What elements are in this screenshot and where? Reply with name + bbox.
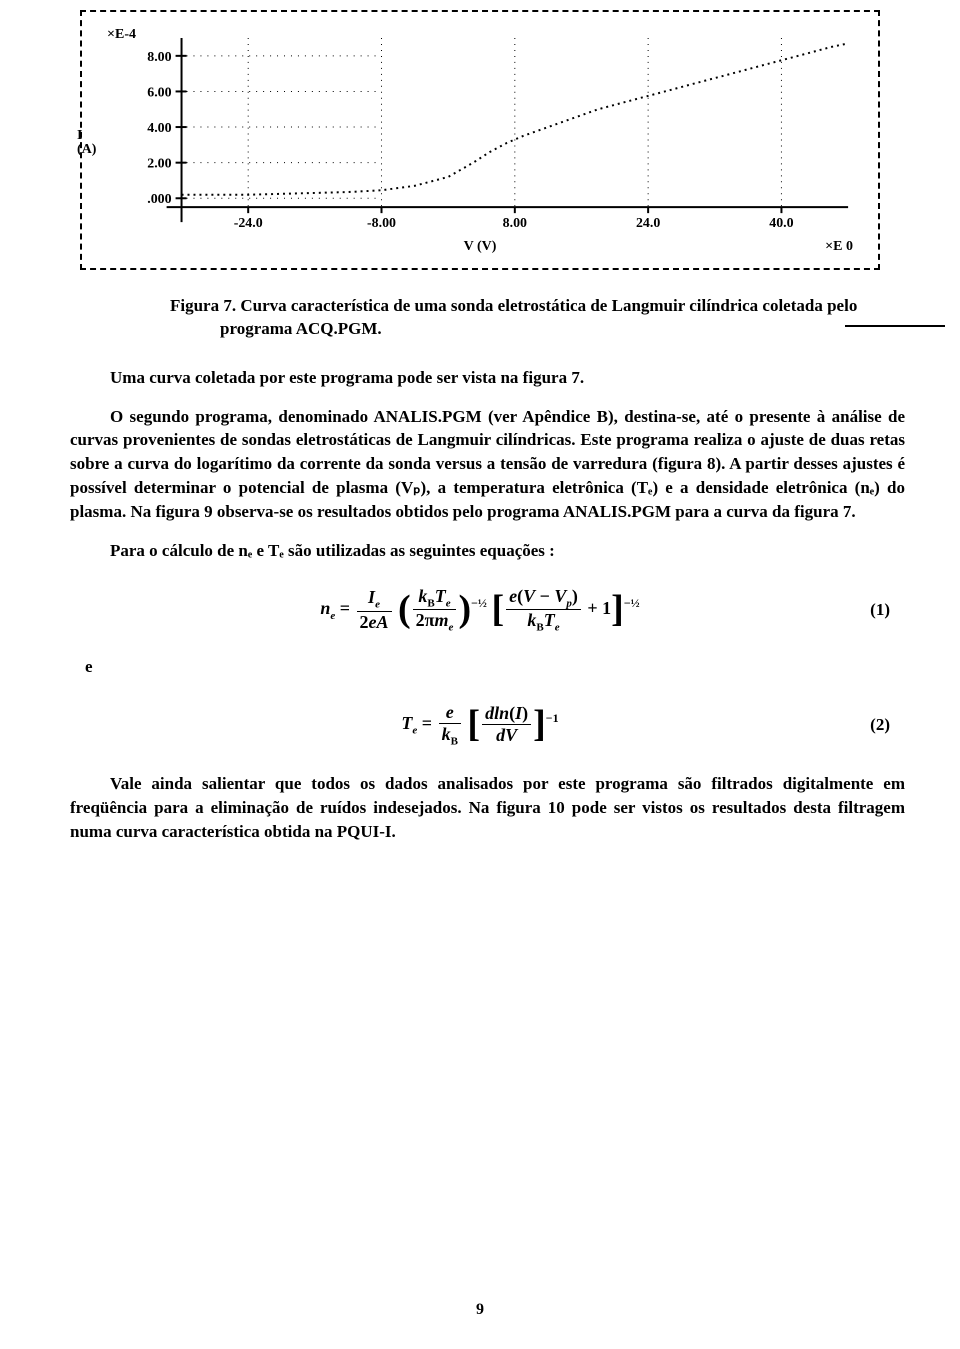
paragraph-4: Vale ainda salientar que todos os dados … bbox=[70, 772, 905, 843]
equation-number-2: (2) bbox=[870, 715, 890, 735]
figure-caption: Figura 7. Curva característica de uma so… bbox=[170, 295, 860, 341]
x-exponent: ×E 0 bbox=[825, 239, 853, 255]
svg-text:-8.00: -8.00 bbox=[367, 216, 396, 231]
x-axis-label: V (V) bbox=[464, 239, 497, 255]
svg-text:6.00: 6.00 bbox=[147, 85, 171, 100]
svg-text:8.00: 8.00 bbox=[147, 50, 171, 65]
paragraph-3: Para o cálculo de nₑ e Tₑ são utilizadas… bbox=[70, 539, 905, 563]
page-number: 9 bbox=[476, 1301, 484, 1319]
chart-svg: 8.00 6.00 4.00 2.00 .000 -24.0 -8.00 8.00 24.0 4… bbox=[92, 22, 868, 263]
svg-text:-24.0: -24.0 bbox=[234, 216, 263, 231]
connector-e: e bbox=[85, 657, 920, 677]
svg-text:2.00: 2.00 bbox=[147, 157, 171, 172]
paragraph-1: Uma curva coletada por este programa pod… bbox=[70, 366, 905, 390]
svg-text:4.00: 4.00 bbox=[147, 121, 171, 136]
svg-text:.000: .000 bbox=[147, 192, 171, 207]
rule-line bbox=[845, 325, 945, 327]
svg-text:8.00: 8.00 bbox=[503, 216, 527, 231]
svg-text:40.0: 40.0 bbox=[769, 216, 793, 231]
paragraph-2: O segundo programa, denominado ANALIS.PG… bbox=[70, 405, 905, 524]
langmuir-chart: ×E-4 I(A) 8.006.004.002.00.000 -24.0-8.0… bbox=[80, 10, 880, 270]
svg-text:24.0: 24.0 bbox=[636, 216, 660, 231]
equation-2: Te = ekB [dln(I)dV]−1 (2) bbox=[70, 697, 890, 752]
equation-number-1: (1) bbox=[870, 600, 890, 620]
equation-1: ne = Ie2eA (kBTe2πme)−½ [e(V − Vp)kBTe +… bbox=[70, 582, 890, 637]
